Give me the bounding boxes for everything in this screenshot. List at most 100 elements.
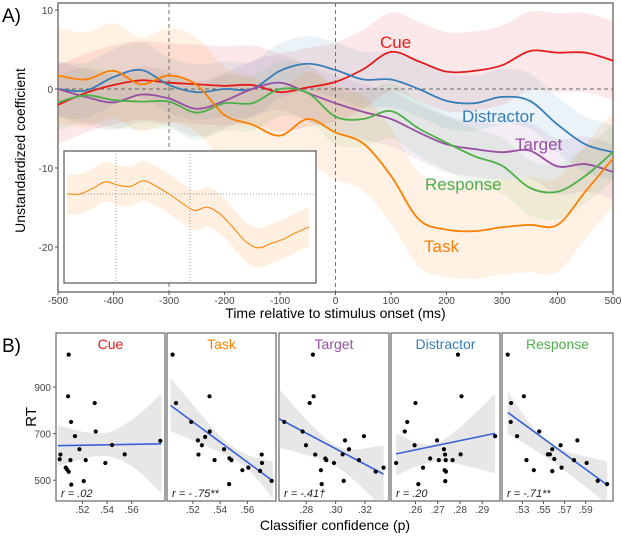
data-point bbox=[81, 479, 86, 484]
subpanel-title: Task bbox=[207, 336, 237, 352]
ci-band-target bbox=[58, 54, 613, 200]
panel-label-b: B) bbox=[2, 336, 21, 357]
data-point bbox=[559, 465, 564, 470]
data-point bbox=[110, 442, 115, 448]
data-point bbox=[604, 482, 610, 487]
data-point bbox=[361, 434, 367, 439]
data-point bbox=[521, 394, 526, 399]
data-point bbox=[571, 458, 577, 463]
plot-area bbox=[58, 3, 613, 292]
fit-line bbox=[395, 432, 496, 455]
subpanel-target: Target r = -.41† .28 .30 .32 bbox=[278, 332, 390, 516]
data-point bbox=[405, 419, 410, 425]
subpanel-plot-area bbox=[279, 352, 386, 501]
ci-band-distractor bbox=[58, 36, 613, 180]
data-point bbox=[558, 443, 563, 448]
subpanel-plot-area bbox=[170, 352, 274, 499]
data-point bbox=[412, 443, 417, 448]
x-tick-label: 200 bbox=[438, 296, 455, 307]
inset-series-line-task bbox=[66, 180, 310, 249]
ci-band bbox=[57, 393, 162, 494]
data-point bbox=[505, 352, 510, 357]
data-point bbox=[122, 452, 127, 457]
data-point bbox=[514, 434, 520, 439]
subpanel-distractor: Distractor r = .20 .26 .27 .28 .29 bbox=[390, 332, 501, 516]
data-point bbox=[428, 456, 433, 461]
x-tick-label: -400 bbox=[103, 296, 123, 307]
data-point bbox=[420, 465, 426, 470]
x-tick-label: .56 bbox=[125, 505, 139, 516]
data-point bbox=[207, 394, 212, 399]
x-tick-label: .28 bbox=[299, 505, 313, 516]
data-point bbox=[199, 443, 204, 448]
data-point bbox=[508, 400, 514, 406]
data-point bbox=[356, 458, 362, 463]
data-point bbox=[229, 458, 234, 463]
subpanel-task: Task r = - .75** .52 .54 .56 bbox=[166, 332, 277, 516]
data-point bbox=[436, 458, 441, 463]
series-label-cue: Cue bbox=[380, 33, 411, 52]
data-point bbox=[221, 447, 227, 452]
x-tick-label: 400 bbox=[549, 296, 566, 307]
data-point bbox=[547, 452, 552, 457]
x-tick-label: .29 bbox=[475, 505, 489, 516]
data-point bbox=[240, 468, 245, 473]
data-point bbox=[524, 458, 529, 463]
data-point bbox=[195, 438, 201, 443]
data-point bbox=[310, 352, 315, 357]
data-point bbox=[443, 469, 449, 474]
x-tick-label: .27 bbox=[431, 505, 445, 516]
correlation-label: r = .20 bbox=[396, 488, 428, 500]
subpanel-frame bbox=[278, 332, 390, 502]
data-point bbox=[83, 458, 88, 463]
data-point bbox=[227, 482, 232, 487]
data-point bbox=[196, 452, 201, 457]
x-tick-label: 500 bbox=[605, 296, 622, 307]
x-tick-label: -200 bbox=[214, 296, 234, 307]
data-point bbox=[508, 419, 513, 425]
ci-band bbox=[279, 389, 384, 501]
data-point bbox=[441, 447, 447, 452]
data-point bbox=[413, 400, 418, 406]
y-axis-title: RT bbox=[23, 407, 40, 427]
data-point bbox=[282, 419, 287, 425]
y-tick-label: 700 bbox=[34, 430, 51, 441]
fit-line bbox=[507, 411, 608, 486]
data-point bbox=[170, 352, 175, 357]
series-line-response bbox=[58, 87, 613, 194]
y-axis-title: Unstandardized coefficient bbox=[12, 68, 28, 233]
correlation-label: r = -.41† bbox=[284, 488, 325, 500]
panel-b: B) RT 500 700 900 Cue r = .02 .52 .54 .56 Task r = … bbox=[2, 332, 614, 533]
data-point bbox=[103, 460, 108, 466]
data-point bbox=[66, 469, 71, 474]
ci-band-response bbox=[58, 60, 613, 221]
x-tick-label: .56 bbox=[240, 505, 254, 516]
data-point bbox=[341, 478, 346, 483]
x-tick-label: -100 bbox=[270, 296, 290, 307]
x-axis-title: Time relative to stimulus onset (ms) bbox=[225, 305, 445, 321]
data-point bbox=[402, 429, 407, 434]
data-point bbox=[68, 458, 73, 463]
data-point bbox=[552, 456, 557, 462]
data-point bbox=[307, 400, 312, 406]
fit-line bbox=[170, 404, 274, 482]
data-point bbox=[575, 438, 580, 443]
data-point bbox=[158, 438, 163, 443]
y-tick-label: -20 bbox=[39, 243, 54, 254]
data-point bbox=[537, 429, 542, 434]
data-point bbox=[173, 400, 179, 406]
subpanel-plot-area bbox=[57, 352, 163, 494]
data-point bbox=[303, 443, 309, 448]
data-point bbox=[66, 352, 71, 357]
x-axis-title: Classifier confidence (p) bbox=[260, 517, 410, 533]
x-tick-label: -300 bbox=[159, 296, 179, 307]
panel-a: A) Cue Distractor Target Response Task -500 -40… bbox=[2, 2, 622, 321]
data-point bbox=[313, 452, 318, 457]
subpanel-title: Distractor bbox=[416, 336, 476, 352]
correlation-label: r = - .75** bbox=[172, 488, 219, 500]
data-point bbox=[311, 394, 316, 399]
data-point bbox=[550, 469, 555, 474]
x-tick-label: .54 bbox=[213, 505, 227, 516]
series-label-task: Task bbox=[424, 237, 459, 256]
data-point bbox=[207, 429, 212, 434]
